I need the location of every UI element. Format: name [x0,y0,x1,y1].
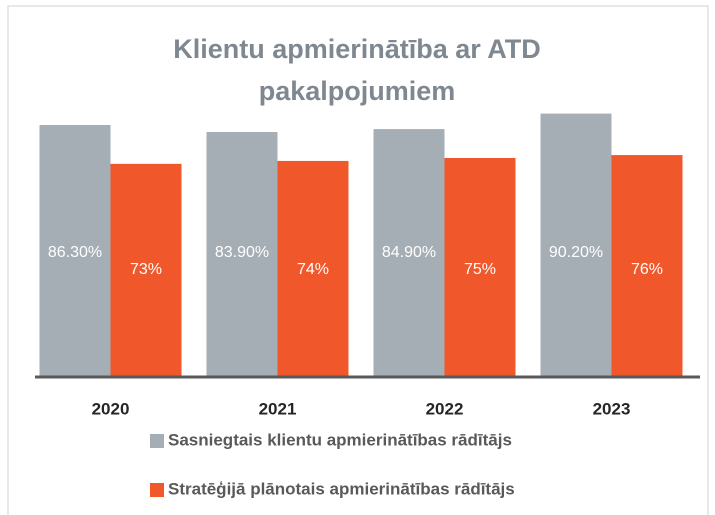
x-tick-label: 2022 [426,399,464,418]
x-tick-label: 2021 [259,399,297,418]
data-label: 84.90% [382,244,436,261]
data-label: 90.20% [549,244,603,261]
bar [611,155,683,377]
bar [39,125,111,377]
data-label: 86.30% [48,244,102,261]
data-label: 73% [130,261,162,278]
legend-label: Sasniegtais klientu apmierinātības rādīt… [168,430,512,449]
legend-label: Stratēģijā plānotais apmierinātības rādī… [168,479,515,498]
bar [540,113,612,377]
legend-swatch [150,434,164,448]
chart-title: Klientu apmierinātība ar ATD pakalpojumi… [173,34,541,106]
data-label: 76% [631,261,663,278]
x-tick-label: 2020 [92,399,130,418]
bar [444,158,516,377]
bar [373,129,445,377]
x-tick-label: 2023 [593,399,631,418]
chart-border [7,5,709,515]
legend-swatch [150,483,164,497]
data-label: 75% [464,261,496,278]
bar [277,160,349,377]
bar [206,132,278,377]
data-label: 74% [297,261,329,278]
bar [110,163,182,377]
data-label: 83.90% [215,244,269,261]
